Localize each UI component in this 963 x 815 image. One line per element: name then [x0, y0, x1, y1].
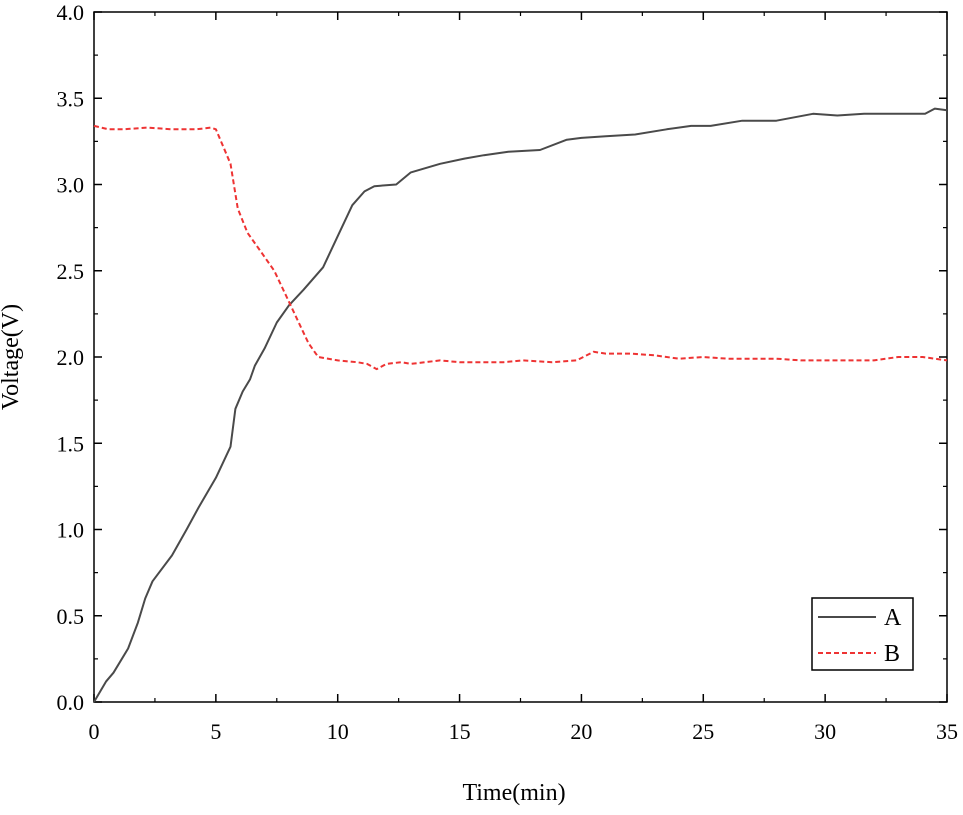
y-axis-title: Voltage(V) [0, 304, 24, 410]
legend: A B [811, 597, 914, 671]
y-tick-label: 1.5 [57, 431, 85, 456]
x-axis-title: Time(min) [462, 780, 565, 806]
axis-ticks: 0 5 10 15 20 25 30 35 0.0 0.5 1.0 1.5 2.0 2.5 3.0 3.5 4.… [57, 0, 959, 744]
y-tick-label: 1.0 [57, 518, 85, 543]
x-tick-label: 0 [89, 719, 100, 744]
x-tick-label: 15 [449, 719, 471, 744]
y-tick-label: 2.5 [57, 259, 85, 284]
y-tick-label: 3.5 [57, 86, 85, 111]
legend-label-a: A [884, 605, 902, 631]
y-tick-label: 4.0 [57, 0, 85, 25]
series-line-b [93, 124, 948, 371]
x-tick-label: 10 [327, 719, 349, 744]
y-tick-label: 3.0 [57, 173, 85, 198]
x-tick-label: 5 [210, 719, 221, 744]
series-line-a [93, 107, 948, 703]
series-lines [93, 107, 948, 703]
x-tick-label: 30 [814, 719, 836, 744]
x-tick-label: 25 [692, 719, 714, 744]
y-tick-label: 0.0 [57, 690, 85, 715]
y-tick-label: 0.5 [57, 604, 85, 629]
x-tick-label: 35 [936, 719, 958, 744]
x-tick-label: 20 [570, 719, 592, 744]
legend-box [811, 597, 914, 671]
legend-label-b: B [884, 641, 900, 667]
y-tick-label: 2.0 [57, 345, 85, 370]
